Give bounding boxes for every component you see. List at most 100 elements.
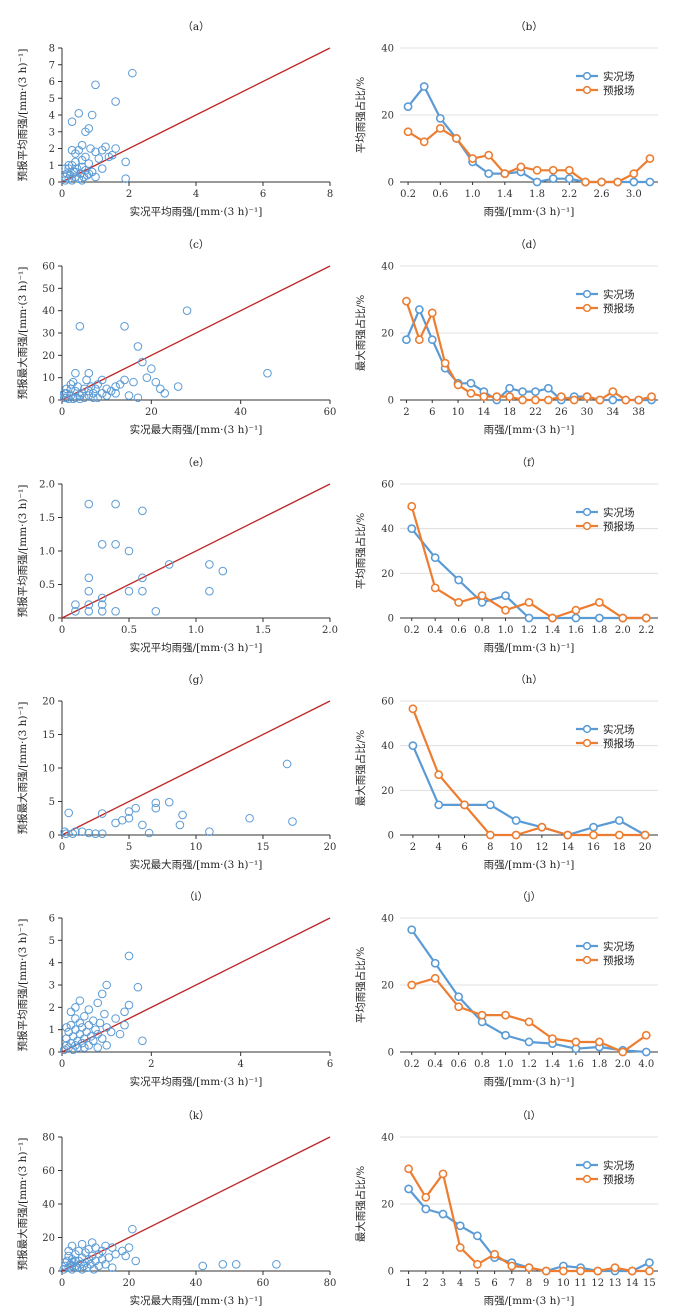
x-tick-label: 1.4 — [497, 189, 513, 200]
scatter-point — [91, 384, 100, 394]
scatter-point — [128, 1224, 137, 1234]
legend-label: 实况场 — [603, 506, 635, 519]
series-marker — [407, 925, 417, 935]
series-marker — [414, 335, 424, 345]
scatter-point — [151, 798, 161, 808]
series-marker — [440, 358, 450, 368]
series-marker — [404, 1184, 413, 1194]
scatter-point — [147, 364, 156, 374]
scatter-point — [205, 586, 214, 596]
scatter-point — [120, 375, 129, 385]
y-tick-label: 1 — [49, 161, 55, 172]
x-tick-label: 4 — [457, 1278, 463, 1289]
y-tick-label: 20 — [42, 1233, 55, 1244]
x-tick-label: 6 — [327, 1059, 333, 1070]
scatter-point — [93, 1043, 103, 1052]
legend-marker — [582, 955, 592, 965]
x-tick-label: 22 — [529, 407, 542, 418]
x-tick-label: 0.8 — [474, 625, 490, 636]
panel-label: （j） — [517, 891, 541, 903]
scatter-point — [175, 820, 185, 830]
y-tick-label: 6 — [49, 914, 55, 925]
scatter-point — [102, 391, 111, 400]
series-marker — [589, 822, 598, 832]
scatter-point — [111, 389, 120, 398]
scatter-point — [111, 540, 120, 549]
series-marker — [548, 174, 558, 184]
scatter-point — [272, 1260, 281, 1269]
series-marker — [645, 1266, 654, 1276]
scatter-point — [138, 573, 147, 583]
y-tick-label: 0.5 — [39, 580, 55, 591]
series-marker — [618, 1047, 628, 1057]
scatter-point — [71, 1014, 80, 1023]
chart-panel-1: （a） 预报平均雨强/[mm·(3 h)⁻¹] 实况平均雨强/[mm·(3 h)⁻¹… — [16, 21, 333, 218]
scatter-point — [68, 1045, 78, 1055]
series-marker — [407, 501, 417, 511]
x-axis-label: 雨强/[mm·(3 h)⁻¹] — [484, 1076, 575, 1088]
scatter-point — [93, 1029, 103, 1039]
x-tick-label: 8 — [327, 189, 333, 200]
y-axis-label: 预报平均雨强/[mm·(3 h)⁻¹] — [16, 485, 29, 618]
series-marker — [466, 388, 476, 398]
series-marker — [581, 177, 590, 187]
scatter-point — [68, 377, 78, 387]
panel-label: （d） — [515, 239, 543, 251]
series-marker — [505, 383, 515, 393]
x-tick-label: 10 — [190, 842, 203, 853]
scatter-point — [68, 829, 78, 838]
x-tick-label: 1.0 — [498, 625, 514, 636]
scatter-point — [101, 1241, 110, 1251]
scatter-point — [155, 384, 165, 394]
scatter-point — [75, 322, 85, 331]
scatter-point — [71, 600, 80, 609]
series-line — [405, 300, 652, 402]
scatter-point — [74, 1246, 84, 1256]
scatter-point — [263, 368, 272, 378]
scatter-point — [91, 1025, 100, 1034]
scatter-point — [75, 391, 85, 400]
y-tick-label: 20 — [42, 351, 55, 362]
scatter-point — [138, 357, 147, 367]
scatter-point — [160, 389, 170, 398]
series-marker — [645, 177, 655, 187]
series-marker — [430, 553, 440, 563]
series-marker — [430, 583, 440, 593]
scatter-point — [84, 607, 94, 616]
one-to-one-line — [61, 483, 331, 619]
scatter-point — [131, 1256, 140, 1266]
scatter-point — [84, 828, 94, 838]
panel-label: （b） — [515, 21, 543, 33]
y-tick-label: 0 — [49, 831, 55, 842]
scatter-point — [115, 380, 125, 389]
x-tick-label: 18 — [503, 407, 516, 418]
series-marker — [518, 395, 527, 405]
scatter-point — [142, 373, 152, 382]
series-marker — [597, 177, 606, 187]
x-axis-label: 雨强/[mm·(3 h)⁻¹] — [484, 206, 575, 218]
scatter-point — [124, 807, 134, 816]
scatter-point — [100, 1009, 109, 1019]
y-tick-label: 20 — [381, 1200, 394, 1211]
scatter-point — [97, 989, 107, 999]
scatter-point — [164, 560, 174, 569]
series-marker — [427, 308, 437, 318]
series-marker — [543, 395, 553, 405]
x-tick-label: 14 — [626, 1278, 639, 1289]
x-tick-label: 7 — [509, 1278, 515, 1289]
series-marker — [402, 296, 411, 306]
series-marker — [419, 82, 429, 91]
y-tick-label: 10 — [42, 373, 55, 384]
scatter-point — [111, 1014, 120, 1023]
y-tick-label: 7 — [49, 60, 55, 71]
y-tick-label: 60 — [42, 262, 55, 273]
scatter-point — [67, 1261, 77, 1271]
y-tick-label: 0 — [388, 1048, 394, 1059]
x-tick-label: 4.0 — [638, 1059, 654, 1070]
x-tick-label: 40 — [190, 1278, 203, 1289]
y-tick-label: 0 — [388, 396, 394, 407]
y-axis-label: 平均雨强占比/% — [354, 947, 367, 1024]
scatter-point — [97, 389, 107, 398]
scatter-point — [87, 1238, 97, 1247]
legend-label: 预报场 — [603, 302, 635, 315]
